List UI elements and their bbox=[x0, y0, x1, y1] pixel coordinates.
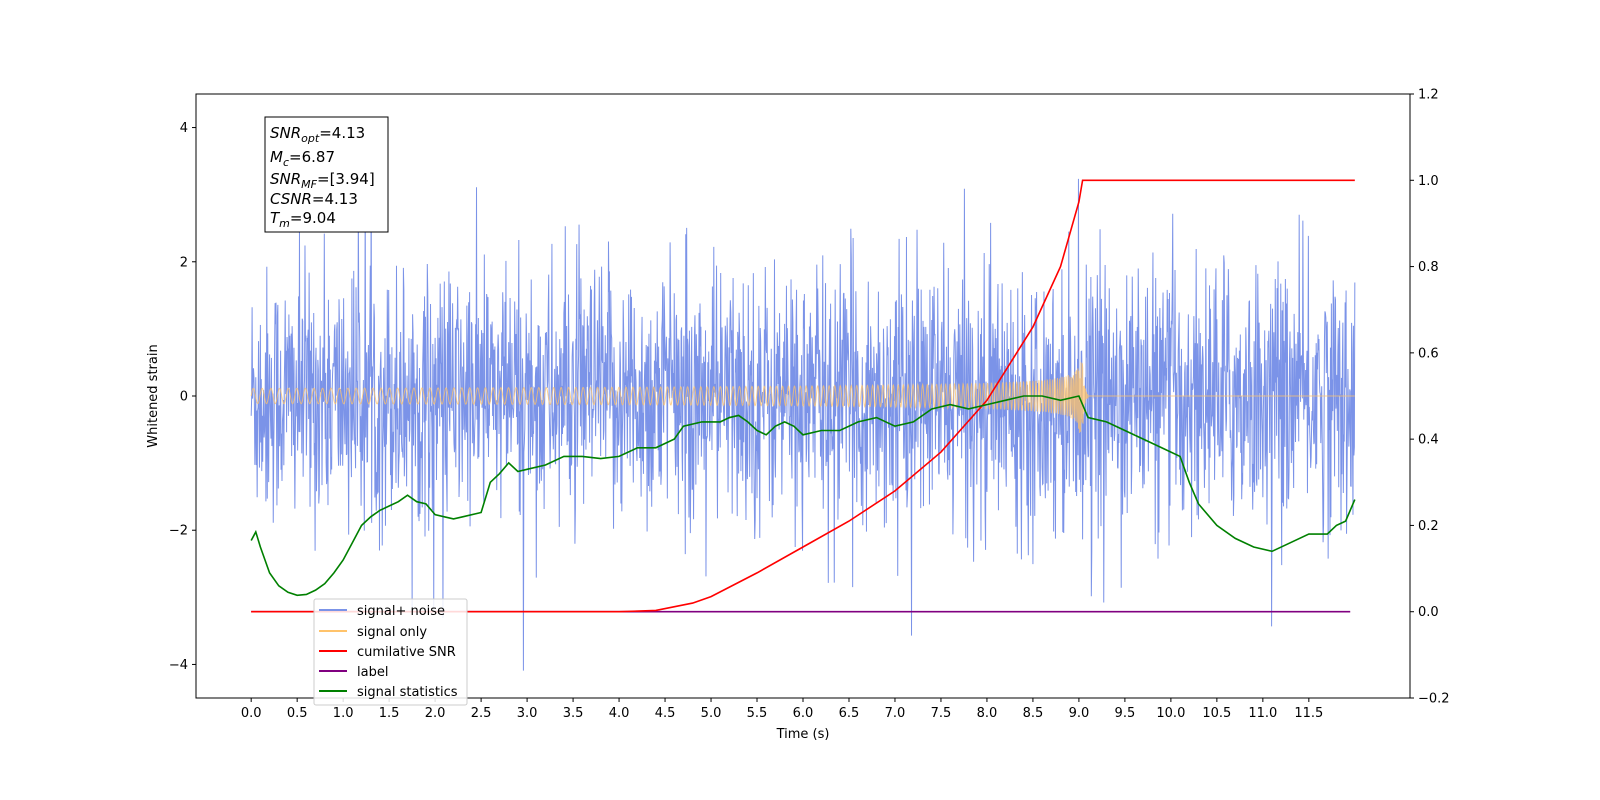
x-tick-label: 5.0 bbox=[701, 706, 722, 721]
x-tick-label: 11.0 bbox=[1248, 706, 1277, 721]
series-signal-noise bbox=[250, 153, 1356, 671]
x-tick-label: 1.0 bbox=[333, 706, 354, 721]
y-tick-label-left: 0 bbox=[180, 390, 188, 405]
legend: signal+ noise signal only cumilative SNR… bbox=[313, 598, 468, 706]
x-tick-label: 9.5 bbox=[1115, 706, 1136, 721]
svg-text:signal only: signal only bbox=[357, 625, 427, 640]
y-tick-label-right: 0.8 bbox=[1418, 260, 1439, 275]
y-tick-label-right: 0.2 bbox=[1418, 519, 1439, 534]
x-tick-label: 4.0 bbox=[609, 706, 630, 721]
annotation-tm: Tm=9.04 bbox=[270, 209, 336, 230]
x-tick-label: 3.0 bbox=[517, 706, 538, 721]
annotation-mc: Mc=6.87 bbox=[270, 148, 335, 169]
x-tick-label: 1.5 bbox=[379, 706, 400, 721]
annotation-snr-opt: SNRopt=4.13 bbox=[270, 124, 365, 145]
x-tick-label: 6.5 bbox=[839, 706, 860, 721]
annotation-box: SNRopt=4.13 Mc=6.87 SNRMF=[3.94] CSNR=4.… bbox=[264, 116, 389, 233]
legend-item-signal-only: signal only bbox=[319, 625, 427, 640]
y-tick-label-right: −0.2 bbox=[1418, 692, 1450, 707]
y-tick-label-right: 0.0 bbox=[1418, 605, 1439, 620]
svg-text:label: label bbox=[357, 665, 388, 680]
x-tick-label: 2.0 bbox=[425, 706, 446, 721]
x-tick-label: 7.5 bbox=[931, 706, 952, 721]
x-tick-label: 0.5 bbox=[287, 706, 308, 721]
y-tick-label-right: 1.0 bbox=[1418, 174, 1439, 189]
x-tick-label: 3.5 bbox=[563, 706, 584, 721]
x-tick-label: 11.5 bbox=[1294, 706, 1323, 721]
legend-item-signal-statistics: signal statistics bbox=[319, 685, 458, 700]
legend-item-signal-noise: signal+ noise bbox=[319, 604, 445, 619]
y-tick-label-left: 4 bbox=[180, 121, 188, 136]
y-tick-label-left: 2 bbox=[180, 255, 188, 270]
x-tick-label: 4.5 bbox=[655, 706, 676, 721]
annotation-csnr: CSNR=4.13 bbox=[270, 190, 358, 208]
x-tick-label: 10.5 bbox=[1202, 706, 1231, 721]
x-tick-label: 8.0 bbox=[977, 706, 998, 721]
series-signal-statistics bbox=[250, 395, 1356, 597]
axes-ticks: 0.0 0.5 1.0 1.5 2.0 2.5 3.0 3.5 4.0 4.5 5.0 5.5 6.0 6… bbox=[169, 88, 1450, 722]
svg-text:cumilative SNR: cumilative SNR bbox=[357, 645, 456, 660]
x-tick-label: 5.5 bbox=[747, 706, 768, 721]
legend-item-label: label bbox=[319, 665, 388, 680]
x-tick-label: 2.5 bbox=[471, 706, 492, 721]
legend-item-cumulative-snr: cumilative SNR bbox=[319, 645, 456, 660]
y-tick-label-right: 0.4 bbox=[1418, 433, 1439, 448]
y-tick-label-left: −4 bbox=[169, 658, 188, 673]
y-tick-label-right: 1.2 bbox=[1418, 88, 1439, 103]
x-tick-label: 0.0 bbox=[241, 706, 262, 721]
x-tick-label: 10.0 bbox=[1156, 706, 1185, 721]
plot-area bbox=[250, 153, 1356, 671]
series-cumulative-snr bbox=[251, 179, 1355, 613]
y-axis-label: Whitened strain bbox=[146, 344, 161, 447]
y-tick-label-left: −2 bbox=[169, 524, 188, 539]
x-tick-label: 9.0 bbox=[1069, 706, 1090, 721]
x-axis-label: Time (s) bbox=[776, 727, 830, 742]
annotation-snr-mf: SNRMF=[3.94] bbox=[270, 170, 375, 191]
x-tick-label: 6.0 bbox=[793, 706, 814, 721]
x-tick-label: 8.5 bbox=[1023, 706, 1044, 721]
svg-text:signal statistics: signal statistics bbox=[357, 685, 458, 700]
svg-text:signal+ noise: signal+ noise bbox=[357, 604, 445, 619]
y-tick-label-right: 0.6 bbox=[1418, 346, 1439, 361]
series-signal-only bbox=[250, 362, 1355, 433]
x-tick-label: 7.0 bbox=[885, 706, 906, 721]
